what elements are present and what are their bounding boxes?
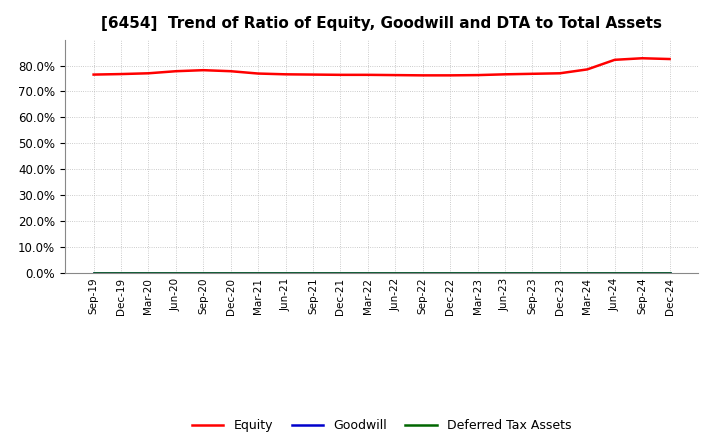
Goodwill bbox=[89, 270, 98, 275]
Equity bbox=[171, 69, 180, 74]
Goodwill bbox=[583, 270, 592, 275]
Line: Equity: Equity bbox=[94, 58, 670, 75]
Goodwill bbox=[336, 270, 345, 275]
Deferred Tax Assets bbox=[117, 270, 125, 275]
Goodwill bbox=[665, 270, 674, 275]
Deferred Tax Assets bbox=[364, 270, 372, 275]
Equity bbox=[556, 71, 564, 76]
Equity bbox=[391, 73, 400, 78]
Deferred Tax Assets bbox=[611, 270, 619, 275]
Goodwill bbox=[611, 270, 619, 275]
Equity bbox=[199, 67, 207, 73]
Deferred Tax Assets bbox=[226, 270, 235, 275]
Equity bbox=[473, 73, 482, 78]
Goodwill bbox=[638, 270, 647, 275]
Equity bbox=[528, 71, 537, 77]
Deferred Tax Assets bbox=[171, 270, 180, 275]
Deferred Tax Assets bbox=[309, 270, 318, 275]
Equity bbox=[638, 55, 647, 61]
Equity bbox=[282, 72, 290, 77]
Equity bbox=[583, 67, 592, 72]
Equity bbox=[446, 73, 454, 78]
Equity bbox=[336, 72, 345, 77]
Equity bbox=[364, 72, 372, 77]
Deferred Tax Assets bbox=[391, 270, 400, 275]
Deferred Tax Assets bbox=[199, 270, 207, 275]
Deferred Tax Assets bbox=[89, 270, 98, 275]
Equity bbox=[418, 73, 427, 78]
Goodwill bbox=[309, 270, 318, 275]
Deferred Tax Assets bbox=[446, 270, 454, 275]
Deferred Tax Assets bbox=[336, 270, 345, 275]
Goodwill bbox=[199, 270, 207, 275]
Deferred Tax Assets bbox=[418, 270, 427, 275]
Equity bbox=[89, 72, 98, 77]
Goodwill bbox=[117, 270, 125, 275]
Equity bbox=[117, 71, 125, 77]
Deferred Tax Assets bbox=[500, 270, 509, 275]
Deferred Tax Assets bbox=[665, 270, 674, 275]
Goodwill bbox=[391, 270, 400, 275]
Goodwill bbox=[364, 270, 372, 275]
Deferred Tax Assets bbox=[282, 270, 290, 275]
Legend: Equity, Goodwill, Deferred Tax Assets: Equity, Goodwill, Deferred Tax Assets bbox=[187, 414, 576, 437]
Deferred Tax Assets bbox=[556, 270, 564, 275]
Goodwill bbox=[254, 270, 263, 275]
Goodwill bbox=[144, 270, 153, 275]
Deferred Tax Assets bbox=[254, 270, 263, 275]
Deferred Tax Assets bbox=[473, 270, 482, 275]
Equity bbox=[611, 57, 619, 62]
Goodwill bbox=[446, 270, 454, 275]
Equity bbox=[226, 69, 235, 74]
Equity bbox=[665, 56, 674, 62]
Goodwill bbox=[171, 270, 180, 275]
Equity bbox=[254, 71, 263, 76]
Goodwill bbox=[418, 270, 427, 275]
Equity bbox=[309, 72, 318, 77]
Equity bbox=[500, 72, 509, 77]
Title: [6454]  Trend of Ratio of Equity, Goodwill and DTA to Total Assets: [6454] Trend of Ratio of Equity, Goodwil… bbox=[101, 16, 662, 32]
Deferred Tax Assets bbox=[638, 270, 647, 275]
Goodwill bbox=[528, 270, 537, 275]
Goodwill bbox=[556, 270, 564, 275]
Equity bbox=[144, 71, 153, 76]
Goodwill bbox=[282, 270, 290, 275]
Goodwill bbox=[473, 270, 482, 275]
Goodwill bbox=[226, 270, 235, 275]
Deferred Tax Assets bbox=[528, 270, 537, 275]
Deferred Tax Assets bbox=[583, 270, 592, 275]
Goodwill bbox=[500, 270, 509, 275]
Deferred Tax Assets bbox=[144, 270, 153, 275]
